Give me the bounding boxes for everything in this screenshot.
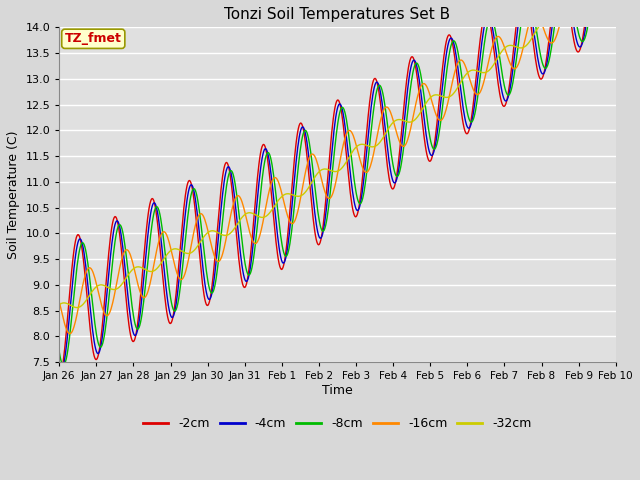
Y-axis label: Soil Temperature (C): Soil Temperature (C) <box>7 131 20 259</box>
Legend: -2cm, -4cm, -8cm, -16cm, -32cm: -2cm, -4cm, -8cm, -16cm, -32cm <box>138 412 537 435</box>
Title: Tonzi Soil Temperatures Set B: Tonzi Soil Temperatures Set B <box>225 7 451 22</box>
X-axis label: Time: Time <box>322 384 353 397</box>
Text: TZ_fmet: TZ_fmet <box>65 32 122 45</box>
